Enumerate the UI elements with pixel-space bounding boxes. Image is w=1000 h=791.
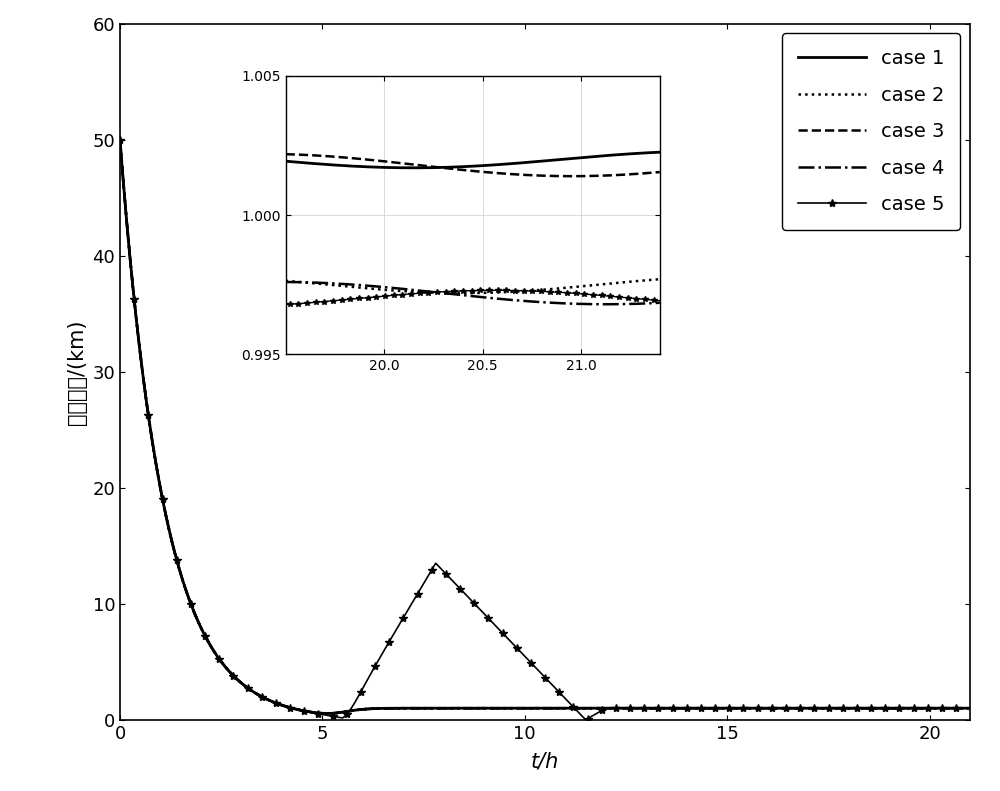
case 2 — [205, 642, 217, 651]
case 3 — [205, 642, 217, 651]
case 3 — [768, 703, 780, 713]
case 5 — [768, 703, 780, 713]
case 4 — [880, 703, 892, 713]
X-axis label: t/h: t/h — [531, 751, 559, 771]
case 4 — [114, 135, 126, 145]
case 3 — [964, 703, 976, 713]
case 1 — [445, 703, 457, 713]
case 4 — [964, 703, 976, 713]
case 1 — [478, 703, 490, 713]
case 2 — [880, 703, 892, 713]
Legend: case 1, case 2, case 3, case 4, case 5: case 1, case 2, case 3, case 4, case 5 — [782, 33, 960, 229]
Line: case 2: case 2 — [120, 140, 970, 713]
case 2 — [114, 135, 126, 145]
case 2 — [478, 703, 490, 713]
case 2 — [322, 709, 334, 718]
case 2 — [445, 703, 457, 713]
Line: case 5: case 5 — [116, 135, 974, 724]
case 2 — [964, 703, 976, 713]
case 5 — [880, 703, 892, 713]
case 5 — [661, 703, 673, 713]
case 2 — [768, 703, 780, 713]
Line: case 1: case 1 — [120, 140, 970, 713]
case 4 — [445, 703, 457, 713]
case 4 — [322, 709, 334, 718]
case 5 — [964, 703, 976, 713]
case 1 — [205, 642, 217, 651]
case 5 — [114, 135, 126, 145]
case 5 — [580, 715, 592, 725]
Line: case 3: case 3 — [120, 140, 970, 713]
case 4 — [768, 703, 780, 713]
Line: case 4: case 4 — [120, 140, 970, 713]
case 2 — [661, 703, 673, 713]
case 5 — [444, 573, 456, 583]
case 1 — [322, 709, 334, 718]
case 4 — [661, 703, 673, 713]
case 5 — [205, 642, 217, 651]
case 3 — [478, 703, 490, 713]
case 1 — [880, 703, 892, 713]
case 1 — [964, 703, 976, 713]
Y-axis label: 相对距离/(km): 相对距离/(km) — [67, 319, 87, 425]
case 3 — [114, 135, 126, 145]
case 3 — [445, 703, 457, 713]
case 3 — [880, 703, 892, 713]
case 3 — [322, 709, 334, 718]
case 5 — [478, 609, 490, 619]
case 1 — [661, 703, 673, 713]
case 1 — [114, 135, 126, 145]
case 4 — [205, 642, 217, 651]
case 4 — [478, 703, 490, 713]
case 3 — [661, 703, 673, 713]
case 1 — [768, 703, 780, 713]
